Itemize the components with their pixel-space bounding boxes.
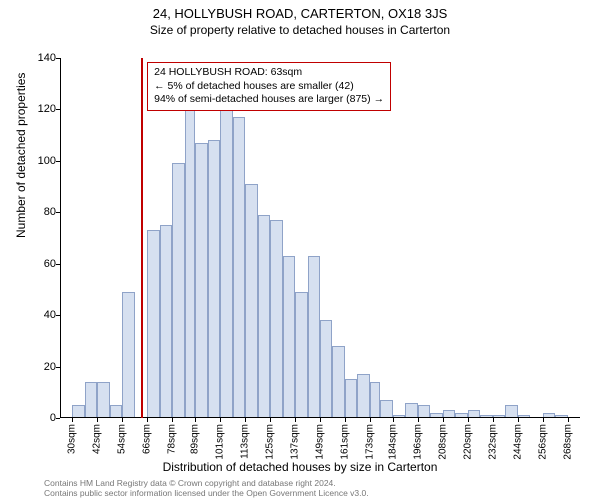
x-tick-label: 220sqm: [462, 424, 473, 460]
y-tick-label: 80: [32, 206, 56, 218]
y-tick-label: 20: [32, 361, 56, 373]
x-tick-label: 268sqm: [562, 424, 573, 460]
x-tick-mark: [468, 418, 469, 422]
x-tick-label: 101sqm: [215, 424, 226, 460]
x-tick-mark: [147, 418, 148, 422]
x-tick-label: 173sqm: [364, 424, 375, 460]
x-tick-mark: [72, 418, 73, 422]
histogram-bar: [258, 215, 270, 418]
histogram-bar: [97, 382, 109, 418]
infobox-line2: ← 5% of detached houses are smaller (42): [154, 80, 384, 94]
histogram-bar: [122, 292, 134, 418]
y-tick-label: 0: [32, 412, 56, 424]
x-axis-label: Distribution of detached houses by size …: [0, 460, 600, 474]
x-tick-mark: [418, 418, 419, 422]
x-tick-mark: [97, 418, 98, 422]
histogram-bar: [245, 184, 257, 418]
histogram-bar: [380, 400, 392, 418]
y-axis-line: [60, 58, 61, 418]
x-tick-mark: [393, 418, 394, 422]
x-tick-mark: [172, 418, 173, 422]
x-tick-label: 89sqm: [190, 424, 201, 454]
x-tick-mark: [245, 418, 246, 422]
y-tick-label: 140: [32, 52, 56, 64]
histogram-bar: [185, 109, 195, 418]
x-tick-mark: [220, 418, 221, 422]
histogram-bar: [208, 140, 220, 418]
y-tick-mark: [56, 264, 60, 265]
y-tick-mark: [56, 212, 60, 213]
y-tick-mark: [56, 161, 60, 162]
x-tick-mark: [370, 418, 371, 422]
x-tick-mark: [295, 418, 296, 422]
histogram-bar: [160, 225, 172, 418]
histogram-bar: [172, 163, 184, 418]
y-tick-mark: [56, 315, 60, 316]
histogram-bar: [220, 109, 232, 418]
plot-area: 020406080100120140 30sqm42sqm54sqm66sqm7…: [60, 58, 580, 418]
x-tick-label: 30sqm: [67, 424, 78, 454]
x-tick-label: 149sqm: [315, 424, 326, 460]
y-tick-label: 120: [32, 103, 56, 115]
x-tick-label: 256sqm: [537, 424, 548, 460]
histogram-bar: [270, 220, 282, 418]
x-tick-label: 184sqm: [387, 424, 398, 460]
y-tick-mark: [56, 58, 60, 59]
y-tick-label: 40: [32, 309, 56, 321]
x-tick-mark: [493, 418, 494, 422]
infobox-line1: 24 HOLLYBUSH ROAD: 63sqm: [154, 66, 384, 80]
histogram-bar: [405, 403, 417, 418]
x-tick-label: 42sqm: [92, 424, 103, 454]
x-tick-label: 137sqm: [290, 424, 301, 460]
x-tick-mark: [518, 418, 519, 422]
chart-container: 24, HOLLYBUSH ROAD, CARTERTON, OX18 3JS …: [0, 0, 600, 500]
histogram-bar: [345, 379, 357, 418]
x-tick-mark: [122, 418, 123, 422]
x-tick-mark: [195, 418, 196, 422]
x-tick-label: 78sqm: [167, 424, 178, 454]
histogram-bar: [308, 256, 320, 418]
x-tick-label: 54sqm: [117, 424, 128, 454]
x-tick-mark: [568, 418, 569, 422]
x-tick-label: 232sqm: [487, 424, 498, 460]
x-tick-mark: [345, 418, 346, 422]
x-tick-label: 125sqm: [265, 424, 276, 460]
x-tick-label: 196sqm: [412, 424, 423, 460]
attribution: Contains HM Land Registry data © Crown c…: [44, 478, 369, 498]
histogram-bar: [332, 346, 344, 418]
histogram-bar: [147, 230, 159, 418]
histogram-bar: [233, 117, 245, 418]
infobox-line3: 94% of semi-detached houses are larger (…: [154, 93, 384, 107]
histogram-bar: [283, 256, 295, 418]
y-tick-mark: [56, 109, 60, 110]
y-tick-mark: [56, 418, 60, 419]
histogram-bar: [370, 382, 380, 418]
chart-title: 24, HOLLYBUSH ROAD, CARTERTON, OX18 3JS: [0, 0, 600, 21]
x-tick-mark: [270, 418, 271, 422]
chart-subtitle: Size of property relative to detached ho…: [0, 21, 600, 37]
y-tick-mark: [56, 367, 60, 368]
histogram-bar: [357, 374, 369, 418]
x-tick-label: 208sqm: [437, 424, 448, 460]
info-box: 24 HOLLYBUSH ROAD: 63sqm ← 5% of detache…: [147, 62, 391, 111]
x-tick-label: 66sqm: [142, 424, 153, 454]
histogram-bar: [320, 320, 332, 418]
marker-line: [141, 58, 143, 418]
bars-layer: [60, 58, 580, 418]
y-tick-label: 60: [32, 258, 56, 270]
attribution-line2: Contains public sector information licen…: [44, 488, 369, 498]
x-tick-label: 244sqm: [512, 424, 523, 460]
histogram-bar: [295, 292, 307, 418]
y-tick-label: 100: [32, 155, 56, 167]
x-tick-label: 161sqm: [339, 424, 350, 460]
x-tick-mark: [443, 418, 444, 422]
x-tick-mark: [543, 418, 544, 422]
histogram-bar: [85, 382, 97, 418]
x-tick-label: 113sqm: [240, 424, 251, 459]
y-axis-label: Number of detached properties: [14, 73, 28, 238]
attribution-line1: Contains HM Land Registry data © Crown c…: [44, 478, 369, 488]
histogram-bar: [195, 143, 207, 418]
x-tick-mark: [320, 418, 321, 422]
